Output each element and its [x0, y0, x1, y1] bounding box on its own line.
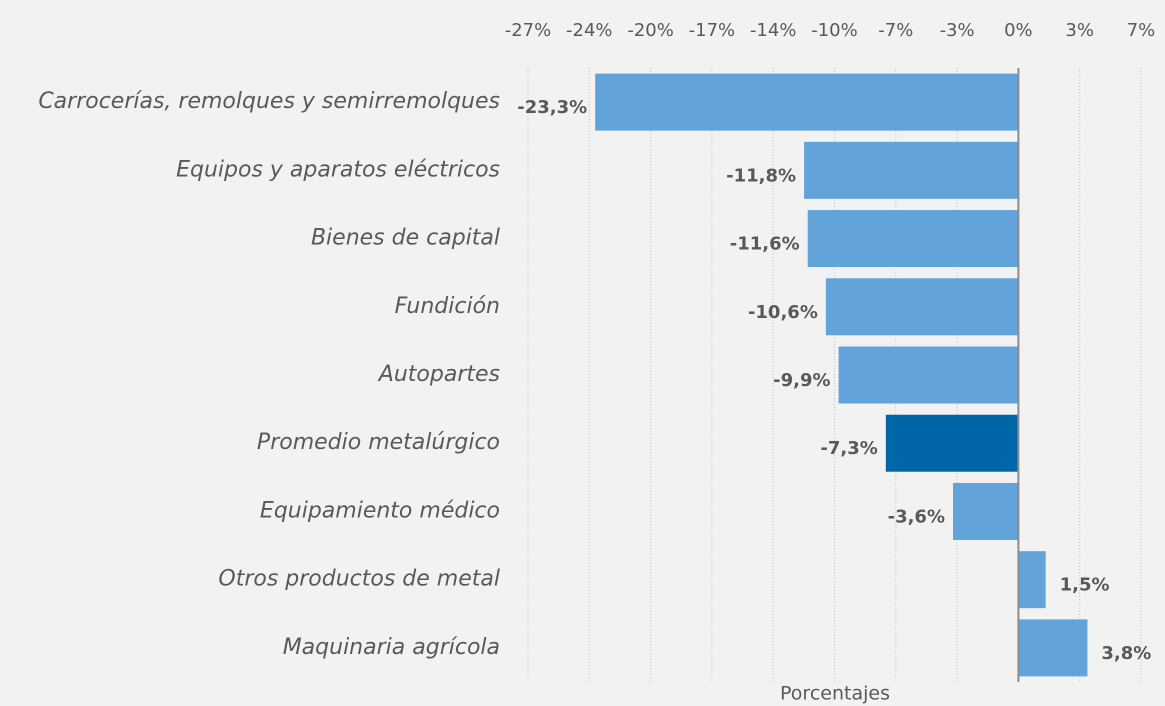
x-tick-label: -27% — [505, 20, 552, 41]
value-label: 3,8% — [1101, 643, 1151, 664]
value-label: -10,6% — [748, 302, 818, 323]
category-label: Carrocerías, remolques y semirremolques — [38, 89, 500, 114]
category-label: Otros productos de metal — [218, 567, 500, 592]
x-tick-label: 7% — [1127, 20, 1156, 41]
category-label: Promedio metalúrgico — [257, 430, 500, 455]
bar — [804, 141, 1019, 199]
x-tick-label: 0% — [1004, 20, 1033, 41]
category-label: Fundición — [395, 294, 500, 319]
x-tick-label: -10% — [811, 20, 858, 41]
value-label: 1,5% — [1060, 575, 1110, 596]
value-label: -3,6% — [888, 506, 945, 527]
x-tick-label: -7% — [878, 20, 913, 41]
value-label: -11,8% — [726, 165, 796, 186]
bar — [885, 414, 1019, 472]
x-tick-label: -14% — [750, 20, 797, 41]
value-label: -7,3% — [820, 438, 877, 459]
x-tick-label: -20% — [627, 20, 674, 41]
x-tick-label: -17% — [689, 20, 736, 41]
bar — [807, 210, 1019, 268]
category-label: Maquinaria agrícola — [283, 635, 500, 660]
bar — [1018, 551, 1046, 609]
category-label: Bienes de capital — [311, 226, 500, 251]
category-label: Equipamiento médico — [260, 498, 500, 523]
value-label: -11,6% — [730, 234, 800, 255]
x-tick-label: 3% — [1065, 20, 1094, 41]
bar — [595, 73, 1019, 131]
value-label: -23,3% — [517, 97, 587, 118]
bar — [838, 346, 1019, 404]
category-label: Autopartes — [377, 362, 500, 387]
category-label: Equipos y aparatos eléctricos — [176, 157, 500, 182]
bar — [1018, 619, 1088, 677]
x-tick-label: -24% — [566, 20, 613, 41]
bar — [953, 482, 1019, 540]
bar — [825, 278, 1019, 336]
x-tick-label: -3% — [940, 20, 975, 41]
value-label: -9,9% — [773, 370, 830, 391]
x-axis-label: Porcentajes — [780, 683, 890, 705]
